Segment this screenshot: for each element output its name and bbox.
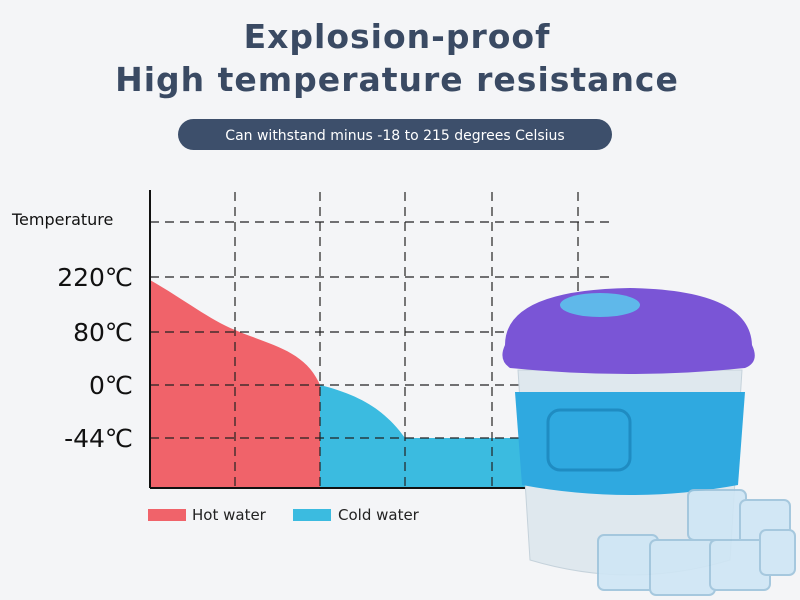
level-label: -44℃ — [64, 424, 133, 453]
ice — [597, 489, 796, 596]
ice-cube — [649, 539, 716, 596]
note-pill — [178, 119, 612, 150]
level-label: 220℃ — [57, 263, 133, 292]
axis-label: Temperature — [11, 210, 113, 229]
note: Can withstand minus -18 to 215 degrees C… — [225, 128, 564, 144]
sleeve-badge — [546, 408, 632, 472]
ice-cube — [759, 529, 796, 576]
level-label: 0℃ — [89, 371, 133, 400]
subtitle: High temperature resistance — [115, 60, 679, 99]
hot-area — [150, 280, 320, 488]
lid-spout — [560, 293, 640, 317]
legend-label: Cold water — [338, 506, 420, 524]
legend-label: Hot water — [192, 506, 267, 524]
ice-cube — [687, 489, 747, 541]
level-label: 80℃ — [73, 318, 133, 347]
legend-swatch — [293, 509, 331, 521]
legend-swatch — [148, 509, 186, 521]
title: Explosion-proof — [244, 17, 551, 56]
cup — [502, 288, 755, 576]
